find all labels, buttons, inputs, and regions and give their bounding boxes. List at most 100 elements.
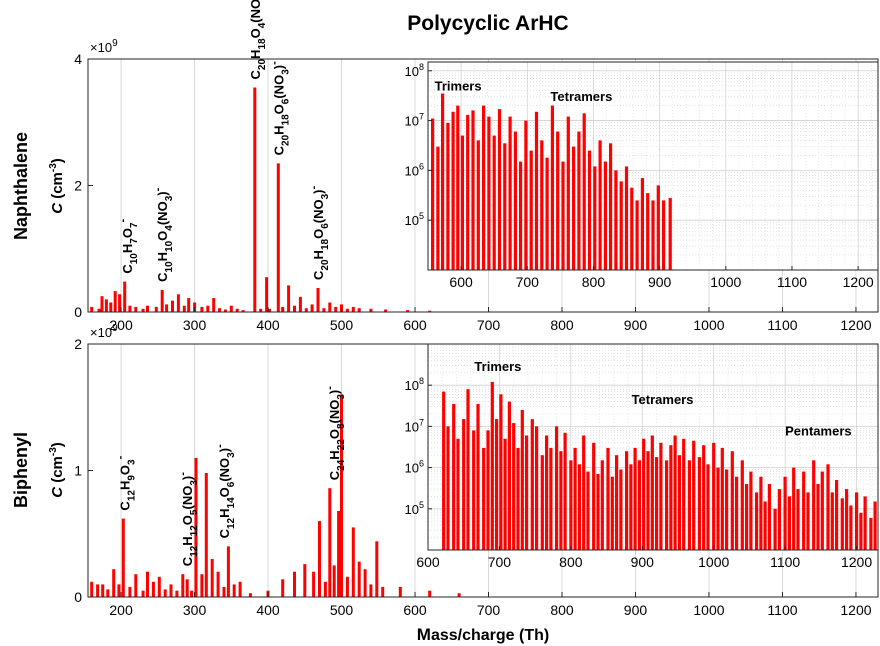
inset-bar-biphenyl [619, 470, 622, 551]
bar-naphthalene [277, 163, 280, 312]
bar-naphthalene [265, 277, 268, 312]
exponent-label-biphenyl: ×109 [90, 323, 118, 340]
inset-x-tick-label: 1200 [841, 554, 872, 570]
inset-bar-biphenyl [541, 455, 544, 550]
inset-bar-naphthalene [477, 140, 480, 270]
bar-biphenyl [101, 584, 104, 597]
panel-naphthalene: C10​H7​O7​-C10​H10​O4​(NO3​)-C20​H18​O4​… [11, 0, 878, 333]
x-tick-label: 800 [550, 602, 574, 618]
inset-bar-naphthalene [482, 106, 485, 270]
x-tick-label: 500 [330, 602, 354, 618]
bar-biphenyl [122, 519, 125, 597]
inset-bar-biphenyl [774, 509, 777, 550]
inset-bar-biphenyl [472, 430, 475, 550]
inset-bar-biphenyl [446, 426, 449, 550]
inset-bar-biphenyl [826, 464, 829, 550]
inset-bar-biphenyl [466, 389, 469, 550]
inset-bar-biphenyl [682, 439, 685, 550]
inset-bar-biphenyl [521, 410, 524, 550]
inset-bar-naphthalene [593, 166, 596, 270]
bar-naphthalene [165, 304, 168, 312]
bar-biphenyl [170, 584, 173, 597]
y-tick-label: 4 [74, 51, 82, 67]
inset-y-tick-label: 106 [405, 161, 424, 178]
bar-naphthalene [206, 306, 209, 312]
inset-bar-biphenyl [508, 402, 511, 550]
inset-y-tick-label: 107 [405, 417, 424, 434]
inset-x-tick-label: 1100 [770, 554, 800, 570]
exponent-label-naphthalene: ×109 [90, 38, 118, 55]
bar-biphenyl [312, 572, 315, 597]
bar-naphthalene [155, 307, 158, 312]
inset-bar-naphthalene [487, 117, 490, 270]
inset-bar-biphenyl [555, 426, 558, 550]
inset-bar-biphenyl [841, 498, 844, 550]
inset-bar-biphenyl [831, 492, 834, 550]
inset-bar-biphenyl [759, 477, 762, 550]
inset-bar-biphenyl [611, 477, 614, 550]
bar-biphenyl [175, 591, 178, 597]
inset-bar-biphenyl [784, 477, 787, 550]
bar-biphenyl [458, 593, 461, 597]
annotations-naphthalene: C10​H7​O7​- C10​H10​O4​(NO3​)- C20​H18​O4​… [117, 0, 331, 282]
y-tick-label: 2 [74, 178, 82, 194]
panel-biphenyl: C12​H9​O3​- C12​H12​O5​(NO3​)- C12​H14​O6​… [11, 323, 878, 618]
bar-biphenyl [324, 582, 327, 597]
bar-naphthalene [317, 288, 320, 312]
x-tick-label: 900 [624, 317, 648, 333]
inset-bar-naphthalene [604, 162, 607, 270]
inset-bar-biphenyl [512, 423, 515, 550]
bar-biphenyl [217, 572, 220, 597]
annotations-biphenyl: C12​H9​O3​-C12​H12​O5​(NO3​)-C12​H14​O6​… [115, 386, 347, 566]
inset-bar-naphthalene [641, 178, 644, 270]
inset-bar-naphthalene [498, 109, 501, 270]
bar-naphthalene [123, 282, 126, 312]
y-axis-label-naphthalene: C (cm-3) [48, 158, 66, 214]
inset-y-tick-label: 105 [405, 500, 424, 517]
bar-biphenyl [281, 579, 284, 597]
inset-bar-biphenyl [545, 436, 548, 551]
inset-bar-biphenyl [788, 496, 791, 550]
inset-bar-biphenyl [859, 513, 862, 550]
bar-biphenyl [337, 511, 340, 597]
bar-biphenyl [375, 541, 378, 597]
bar-biphenyl [117, 584, 120, 597]
inset-bar-biphenyl [874, 502, 877, 551]
inset-bar-naphthalene [662, 200, 665, 270]
bar-biphenyl [106, 589, 109, 597]
x-tick-label: 1200 [840, 602, 871, 618]
inset-bar-biphenyl [651, 436, 654, 551]
bar-naphthalene [212, 298, 215, 312]
xticks-naphthalene: 200 300 400 500 600 700 800 900 1000 1100 1200 [109, 307, 871, 333]
inset-bar-biphenyl [516, 448, 519, 550]
inset-bar-biphenyl [688, 460, 691, 550]
inset-bar-biphenyl [768, 484, 771, 550]
inset-bar-biphenyl [582, 436, 585, 551]
inset-x-tick-label: 700 [488, 554, 512, 570]
inset-bar-biphenyl [749, 472, 752, 550]
inset-bar-biphenyl [735, 477, 738, 550]
inset-bar-naphthalene [540, 140, 543, 270]
x-tick-label: 1100 [767, 317, 797, 333]
x-tick-label: 300 [183, 317, 207, 333]
inset-bar-biphenyl [569, 460, 572, 550]
inset-bar-biphenyl [698, 457, 701, 550]
inset-bar-naphthalene [620, 181, 623, 270]
inset-bar-biphenyl [655, 457, 658, 550]
inset-bar-naphthalene [609, 143, 612, 270]
bar-biphenyl [96, 584, 99, 597]
yticks-naphthalene: 024 [74, 51, 93, 320]
bar-naphthalene [114, 291, 117, 312]
inset-bar-biphenyl [646, 451, 649, 550]
inset-bar-biphenyl [659, 443, 662, 550]
inset-bar-biphenyl [531, 419, 534, 550]
bar-biphenyl [428, 591, 431, 597]
bar-naphthalene [177, 294, 180, 312]
bar-biphenyl [205, 473, 208, 597]
inset-y-tick-label: 105 [405, 211, 424, 228]
inset-bar-biphenyl [495, 419, 498, 550]
inset-bar-biphenyl [678, 455, 681, 550]
y-tick-label: 0 [74, 589, 82, 605]
inset-y-tick-label: 108 [405, 376, 424, 393]
